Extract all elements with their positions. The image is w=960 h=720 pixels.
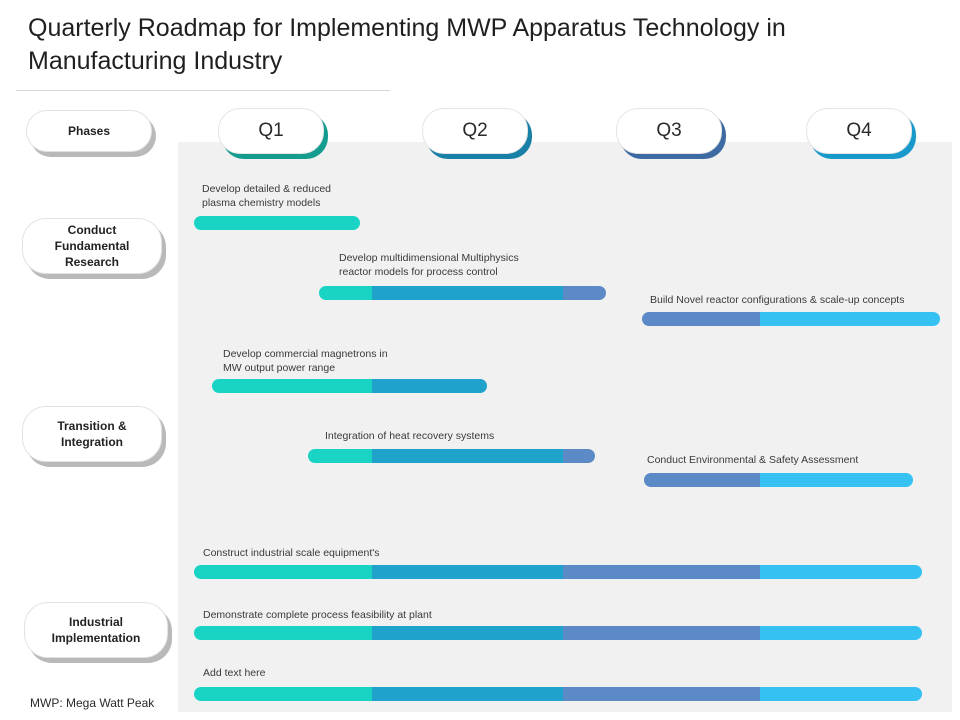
quarter-q2: Q2 <box>422 108 528 154</box>
task-bar-1 <box>194 216 360 230</box>
task-bar-segment-q1 <box>194 565 372 579</box>
task-bar-segment-q1 <box>194 687 372 701</box>
task-bar-segment-q4 <box>760 626 922 640</box>
task-bar-segment-q3 <box>563 626 760 640</box>
task-bar-segment-q1 <box>194 626 372 640</box>
task-bar-segment-q2 <box>372 565 563 579</box>
task-bar-7 <box>194 565 922 579</box>
task-label-4: Develop commercial magnetrons in MW outp… <box>223 348 388 374</box>
task-bar-segment-q1 <box>194 216 360 230</box>
timeline-area <box>178 142 952 712</box>
task-bar-segment-q2 <box>371 379 487 393</box>
task-bar-segment-q3 <box>562 449 595 463</box>
task-bar-2 <box>318 286 607 300</box>
task-bar-segment-q3 <box>562 286 607 300</box>
task-bar-segment-q2 <box>371 286 563 300</box>
task-bar-segment-q2 <box>372 626 563 640</box>
task-bar-segment-q2 <box>371 449 563 463</box>
task-label-9: Add text here <box>203 667 266 679</box>
page-title: Quarterly Roadmap for Implementing MWP A… <box>28 14 786 75</box>
task-bar-segment-q1 <box>307 449 372 463</box>
task-bar-segment-q1 <box>318 286 372 300</box>
footnote: MWP: Mega Watt Peak <box>30 696 155 710</box>
task-bar-3 <box>641 312 940 326</box>
task-bar-segment-q3 <box>563 565 760 579</box>
quarter-q4: Q4 <box>806 108 912 154</box>
task-bar-segment-q4 <box>759 473 913 487</box>
task-bar-segment-q3 <box>643 473 760 487</box>
title-divider <box>16 90 390 91</box>
task-bar-segment-q1 <box>211 379 372 393</box>
task-bar-8 <box>194 626 922 640</box>
phases-header: Phases <box>26 110 152 152</box>
task-bar-segment-q4 <box>760 687 922 701</box>
task-bar-4 <box>211 379 487 393</box>
task-bar-segment-q4 <box>759 312 940 326</box>
phase-industrial-implementation: Industrial Implementation <box>24 602 168 658</box>
phase-transition-integration: Transition & Integration <box>22 406 162 462</box>
quarter-q1: Q1 <box>218 108 324 154</box>
task-label-8: Demonstrate complete process feasibility… <box>203 609 432 621</box>
task-label-3: Build Novel reactor configurations & sca… <box>650 294 905 306</box>
quarter-q3: Q3 <box>616 108 722 154</box>
task-bar-5 <box>307 449 595 463</box>
task-bar-9 <box>194 687 922 701</box>
phase-conduct-fundamental-research: Conduct Fundamental Research <box>22 218 162 274</box>
task-bar-segment-q3 <box>563 687 760 701</box>
task-label-1: Develop detailed & reduced plasma chemis… <box>202 183 332 209</box>
task-bar-segment-q2 <box>372 687 563 701</box>
task-label-5: Integration of heat recovery systems <box>325 430 495 442</box>
task-bar-segment-q3 <box>641 312 760 326</box>
task-label-7: Construct industrial scale equipment's <box>203 547 380 559</box>
task-label-6: Conduct Environmental & Safety Assessmen… <box>647 454 859 466</box>
task-bar-6 <box>643 473 913 487</box>
task-bar-segment-q4 <box>760 565 922 579</box>
task-label-2: Develop multidimensional Multiphysics re… <box>339 252 519 278</box>
